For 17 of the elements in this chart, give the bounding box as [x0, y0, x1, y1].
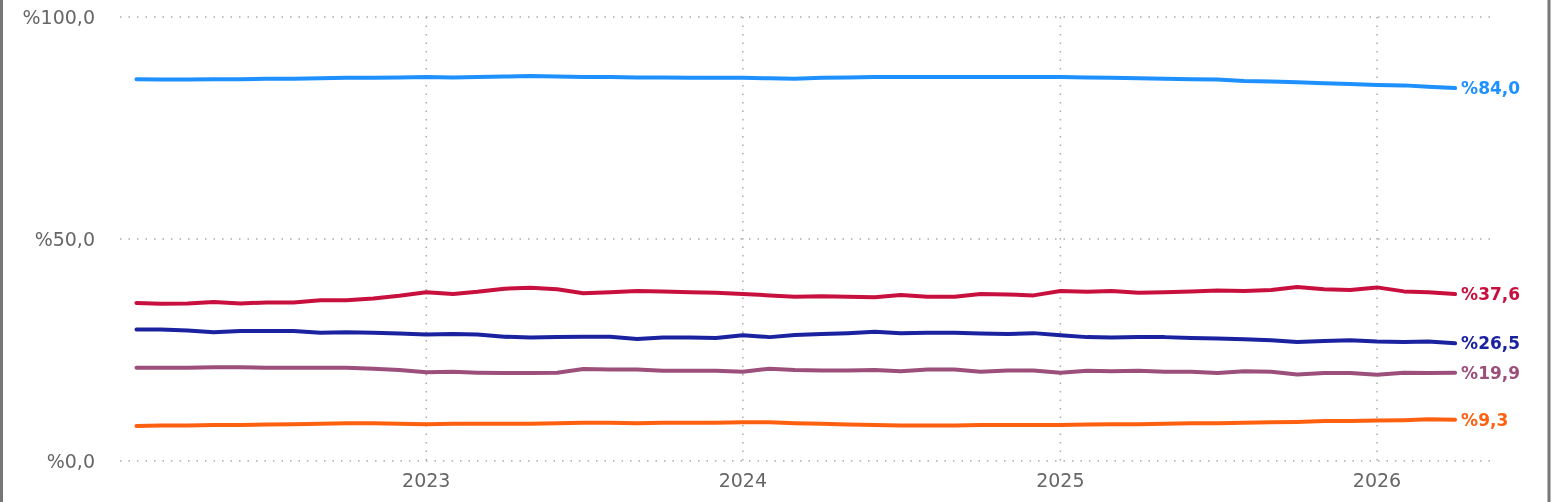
line-series	[134, 327, 1458, 346]
line-series	[134, 417, 1458, 428]
line-series	[134, 284, 1458, 306]
data-label: %37,6	[1461, 284, 1521, 305]
data-label: %19,9	[1461, 362, 1521, 383]
data-label: %9,3	[1461, 409, 1509, 430]
y-tick-label: %50,0	[34, 227, 95, 250]
y-tick-label: %0,0	[46, 449, 95, 472]
data-label: %26,5	[1461, 333, 1521, 354]
line-series	[134, 365, 1458, 377]
x-tick-label: 2025	[1036, 469, 1085, 491]
line-series	[134, 74, 1458, 91]
x-tick-label: 2026	[1352, 469, 1402, 491]
data-label: %84,0	[1461, 77, 1521, 98]
x-tick-label: 2023	[402, 469, 451, 491]
x-tick-label: 2024	[718, 469, 768, 491]
y-tick-label: %100,0	[22, 5, 95, 28]
